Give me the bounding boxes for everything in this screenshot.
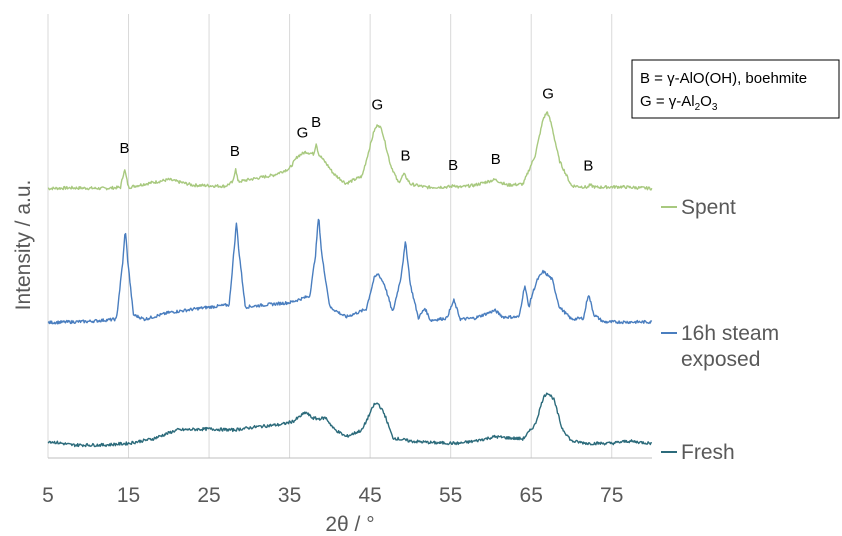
- peak-label: B: [448, 157, 458, 174]
- legend-label: 16h steam: [681, 322, 779, 345]
- phase-key-sub-2: 2: [695, 102, 701, 113]
- phase-key-alumina-prefix: G = γ-Al: [640, 93, 695, 110]
- peak-label: G: [542, 85, 554, 102]
- peak-label: B: [491, 151, 501, 168]
- peak-label: B: [230, 143, 240, 160]
- legend-label: exposed: [681, 348, 760, 371]
- legend: Spent 16h steam exposed Fresh: [661, 196, 779, 464]
- series-line-16h-steam-exposed: [47, 218, 653, 325]
- series-lines: [47, 111, 653, 448]
- peak-label: B: [583, 158, 593, 175]
- gridlines: [47, 14, 613, 458]
- peak-label: G: [297, 125, 309, 142]
- x-tick-label: 75: [600, 484, 623, 507]
- x-axis-title: 2θ / °: [325, 513, 374, 536]
- phase-key-oxygen: O: [700, 93, 712, 110]
- peak-label: G: [372, 96, 384, 113]
- phase-key-alumina: G = γ-Al2O3: [640, 93, 718, 113]
- x-tick-label: 25: [197, 484, 220, 507]
- series-line-fresh: [47, 392, 652, 448]
- x-tick-label: 65: [520, 484, 543, 507]
- peak-label: B: [119, 140, 129, 157]
- x-tick-label: 45: [358, 484, 381, 507]
- peak-label: B: [401, 148, 411, 165]
- peak-label: B: [311, 114, 321, 131]
- series-line-spent: [47, 111, 653, 191]
- phase-key-box: B = γ-AlO(OH), boehmite G = γ-Al2O3: [631, 59, 840, 119]
- x-tick-label: 5: [42, 484, 54, 507]
- y-axis-title: Intensity / a.u.: [12, 180, 35, 311]
- x-tick-label: 15: [117, 484, 140, 507]
- legend-label: Fresh: [681, 441, 735, 464]
- x-tick-labels: 5 15 25 35 45 55 65 75: [42, 484, 623, 507]
- phase-key-sub-3: 3: [712, 102, 718, 113]
- phase-key-frame: [631, 59, 840, 119]
- x-tick-label: 35: [278, 484, 301, 507]
- phase-key-boehmite: B = γ-AlO(OH), boehmite: [640, 70, 807, 87]
- legend-label: Spent: [681, 196, 736, 219]
- x-tick-label: 55: [439, 484, 462, 507]
